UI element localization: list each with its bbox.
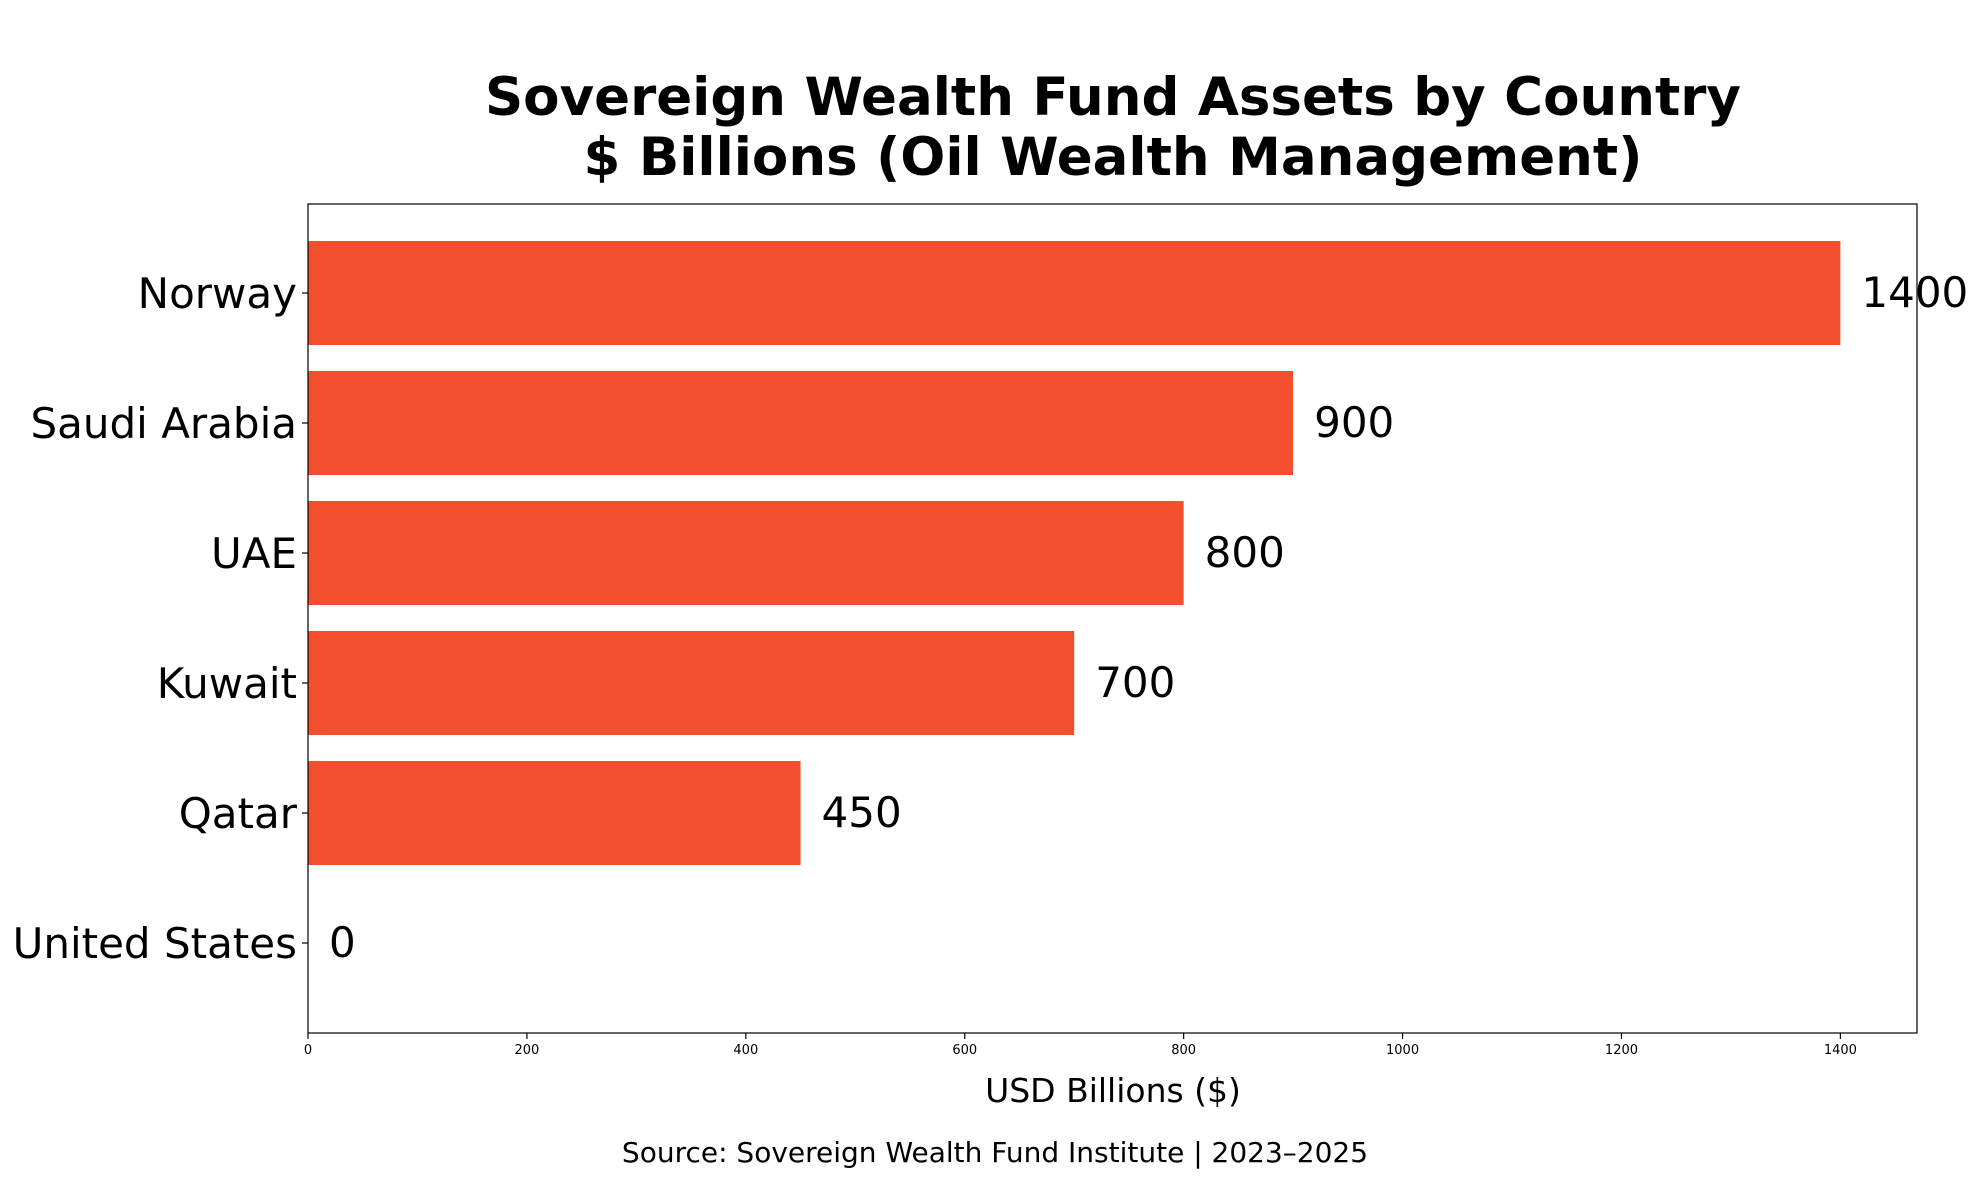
data-label-2: 800 [1205, 528, 1285, 577]
plot-frame [307, 203, 1918, 1034]
data-label-4: 450 [822, 788, 902, 837]
y-tick-label-1: Saudi Arabia [31, 399, 298, 448]
y-tick-label-5: United States [13, 919, 297, 968]
x-axis: 0 200 400 600 800 1000 1200 1400 [304, 1033, 1857, 1058]
x-tick-label-3: 600 [952, 1043, 977, 1058]
chart-title: Sovereign Wealth Fund Assets by Country [485, 67, 1741, 128]
x-tick-label-6: 1200 [1605, 1043, 1638, 1058]
bar-3 [308, 631, 1075, 735]
bar-2 [308, 501, 1184, 605]
x-tick-label-0: 0 [304, 1043, 312, 1058]
data-label-5: 0 [329, 918, 356, 967]
x-tick-label-4: 800 [1171, 1043, 1196, 1058]
y-tick-label-4: Qatar [179, 789, 298, 838]
y-axis: Norway Saudi Arabia UAE Kuwait Qatar United S… [13, 269, 308, 968]
bar-4 [308, 761, 801, 865]
y-tick-label-0: Norway [138, 269, 297, 318]
data-label-3: 700 [1095, 658, 1175, 707]
bars-group: 1400 900 800 700 450 0 [308, 241, 1968, 967]
chart-subtitle: $ Billions (Oil Wealth Management) [584, 127, 1643, 188]
source-note: Source: Sovereign Wealth Fund Institute … [622, 1136, 1368, 1169]
x-tick-label-7: 1400 [1824, 1043, 1857, 1058]
data-label-0: 1400 [1861, 268, 1968, 317]
x-axis-label: USD Billions ($) [985, 1071, 1241, 1110]
bar-1 [308, 371, 1294, 475]
bar-0 [308, 241, 1841, 345]
x-tick-label-5: 1000 [1386, 1043, 1419, 1058]
y-tick-label-3: Kuwait [157, 659, 297, 708]
x-tick-label-2: 400 [733, 1043, 758, 1058]
data-label-1: 900 [1314, 398, 1394, 447]
x-tick-label-1: 200 [514, 1043, 539, 1058]
y-tick-label-2: UAE [211, 529, 297, 578]
